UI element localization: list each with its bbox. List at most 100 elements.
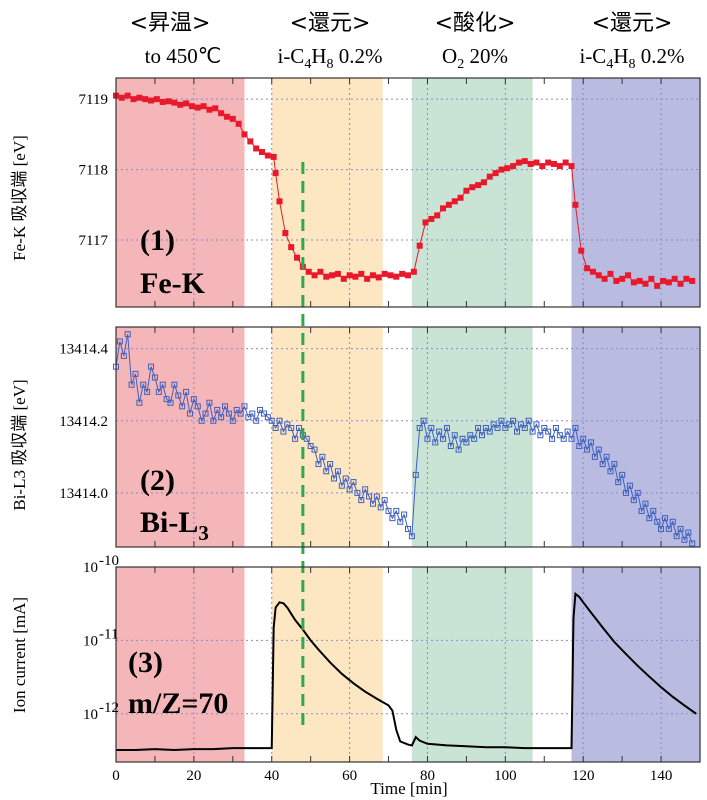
data-point [457,194,464,201]
data-point [249,410,256,417]
y-axis-label-ion: Ion current [mA] [10,597,29,713]
data-point [364,275,371,282]
data-point [136,94,143,101]
panel-frame-3 [115,566,701,763]
data-point [144,388,151,395]
data-point [552,424,559,431]
data-point [527,160,534,167]
x-tick-label: 40 [264,768,279,784]
data-point [445,201,452,208]
data-point [440,435,447,442]
data-point [241,131,248,138]
phase-4-condition: i-C4H8 0.2% [579,44,684,72]
data-point [148,363,155,370]
data-point [270,153,277,160]
data-point [665,525,672,532]
data-point [436,428,443,435]
data-point [389,515,396,522]
data-point [424,435,431,442]
data-point [212,105,219,112]
data-point [545,159,552,166]
data-point [387,272,394,279]
x-tick-label: 120 [572,768,595,784]
data-point [607,270,614,277]
y-tick-label: 7118 [79,163,108,179]
data-point [490,421,497,428]
data-point [331,475,338,482]
data-point [587,439,594,446]
data-point [515,159,522,166]
data-point [183,388,190,395]
data-point [455,446,462,453]
data-point [229,417,236,424]
data-point [510,417,517,424]
data-point [132,370,139,377]
data-point [469,184,476,191]
data-point [323,468,330,475]
panel-frames [115,77,701,763]
y-tick-label: 10 [83,707,98,723]
data-point [650,507,657,514]
data-point [200,103,207,110]
data-point [159,98,166,105]
data-point [202,410,209,417]
data-point [268,417,275,424]
x-tick-label: 80 [420,768,435,784]
data-point [190,396,197,403]
data-point [165,98,172,105]
data-point [229,115,236,122]
data-point [689,277,696,284]
y-tick-label: 13414.0 [59,486,108,502]
data-point [562,159,569,166]
data-point [416,242,423,249]
data-point [329,272,336,279]
phase-2-title: <還元> [290,11,371,36]
panel-3-name: m/Z=70 [128,687,228,720]
data-point [471,435,478,442]
data-point [420,417,427,424]
phase-3-title: <酸化> [435,11,516,36]
data-point [171,99,178,106]
data-point [529,428,536,435]
data-point [171,381,178,388]
data-point [506,421,513,428]
data-point [116,338,123,345]
data-point [642,500,649,507]
data-point [498,166,505,173]
data-point [533,421,540,428]
data-point [241,403,248,410]
data-point [440,205,447,212]
data-point [381,497,388,504]
data-point [611,461,618,468]
data-point [525,417,532,424]
data-point [373,493,380,500]
data-point [584,265,591,272]
data-point [541,424,548,431]
phase-2-condition: i-C4H8 0.2% [277,44,382,72]
data-point [634,489,641,496]
data-point [671,275,678,282]
data-point [282,230,289,237]
data-point [223,113,230,120]
data-point [405,525,411,532]
data-point [517,421,524,428]
data-point [677,280,684,287]
data-point [140,381,147,388]
x-tick-label: 20 [186,768,201,784]
data-point [237,410,244,417]
data-point [658,525,665,532]
data-point [295,424,302,431]
data-point [319,453,326,460]
data-point [589,268,596,275]
data-point [342,475,349,482]
data-point [619,275,626,282]
data-point [443,424,450,431]
data-point [210,417,217,424]
data-point [451,198,458,205]
data-point [683,275,690,282]
data-point [660,277,667,284]
data-point [381,270,388,277]
data-point [510,163,517,170]
data-point [603,453,610,460]
data-point [350,479,357,486]
